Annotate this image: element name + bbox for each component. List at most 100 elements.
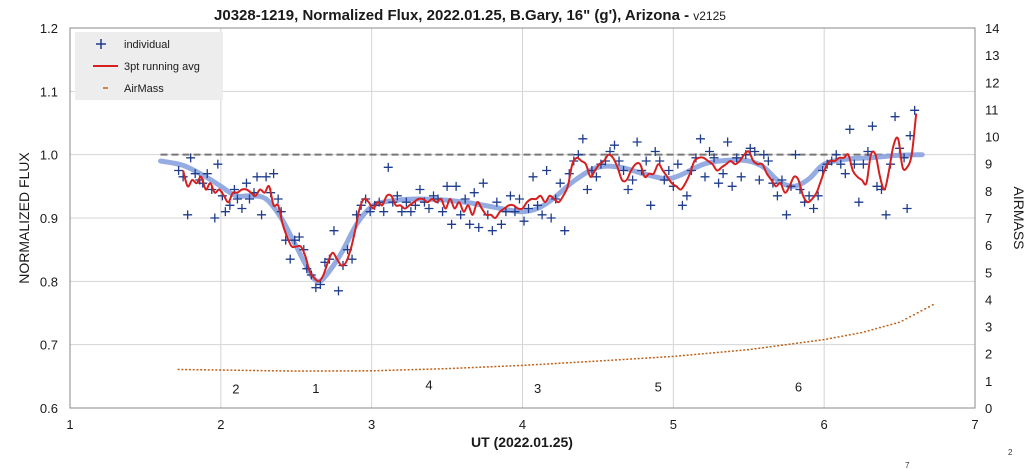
individual-point [582,185,592,194]
x-tick-label: 2 [217,417,224,432]
individual-point [646,200,656,210]
y2-tick-label: 0 [985,401,992,416]
airmass-point [837,336,840,338]
individual-point [241,178,251,188]
airmass-point [441,368,444,370]
legend-label-airmass: AirMass [124,83,164,95]
individual-point [533,200,543,210]
x-tick-label: 3 [368,417,375,432]
airmass-point [901,319,904,322]
individual-point [546,213,556,223]
airmass-point [332,370,335,372]
annotation-label: 6 [795,380,802,395]
airmass-point [283,370,286,372]
airmass-point [177,368,180,371]
airmass-point [754,347,757,350]
individual-point [438,207,448,217]
airmass-point [354,370,357,372]
y-tick-label: 0.9 [40,211,58,226]
airmass-point [426,368,429,370]
airmass-point [845,334,848,337]
legend-item-airmass: AirMass [103,83,164,95]
individual-point [519,216,529,226]
airmass-point [814,339,817,342]
airmass-series [177,304,934,372]
airmass-point [558,362,561,365]
airmass-point [396,369,399,371]
airmass-point [829,337,832,340]
airmass-point [611,359,614,361]
airmass-point [505,365,508,367]
airmass-point [769,345,772,348]
airmass-point [788,343,791,345]
airmass-point [520,364,523,367]
individual-point [682,191,692,201]
airmass-point [535,363,538,366]
airmass-point [320,370,323,372]
airmass-point [249,369,252,372]
airmass-point [550,362,553,365]
airmass-point [219,369,222,371]
airmass-point [652,356,655,359]
airmass-point [581,361,584,363]
legend: individual 3pt running avg AirMass [75,32,223,100]
airmass-point [686,354,689,356]
airmass-point [796,342,799,344]
individual-point [867,121,877,131]
airmass-point [765,346,768,348]
annotation-label: 3 [534,381,541,396]
airmass-point [758,347,761,349]
individual-point [379,207,389,217]
airmass-point [656,356,659,359]
airmass-point [807,340,810,343]
airmass-point [852,333,855,335]
individual-point [677,200,687,210]
airmass-point [860,331,863,334]
airmass-point [479,366,482,368]
y2-tick-label: 8 [985,184,992,199]
individual-point [220,207,230,217]
airmass-point [905,317,908,320]
individual-point [831,150,841,160]
individual-point [591,172,601,182]
airmass-point [464,367,467,369]
airmass-point [203,369,206,371]
airmass-point [298,370,301,372]
airmass-point [516,364,519,367]
individual-point [804,191,814,201]
individual-point [311,283,321,293]
airmass-point [181,368,184,371]
airmass-point [501,365,504,367]
individual-point [809,204,819,213]
airmass-point [452,367,455,370]
airmass-point [486,366,489,368]
individual-point [641,156,651,166]
individual-point [732,153,742,163]
airmass-point [803,341,806,343]
y-tick-label: 1.1 [40,84,58,99]
airmass-point [302,370,305,372]
airmass-point [377,369,380,372]
airmass-point [867,329,870,332]
airmass-point [818,339,821,341]
airmass-point [294,370,297,372]
airmass-point [207,369,210,371]
individual-point [210,213,220,223]
airmass-point [449,367,452,370]
individual-point [261,172,271,182]
airmass-point [735,349,738,352]
airmass-point [675,355,678,357]
y2-tick-label: 1 [985,374,992,389]
airmass-point [339,370,342,372]
airmass-point [253,369,256,372]
individual-point [501,207,511,217]
airmass-point [622,358,625,361]
annotations: 2 1 4 3 5 6 [232,378,802,397]
y-tick-label: 1.0 [40,148,58,163]
individual-point [285,254,295,264]
airmass-point [875,327,878,330]
airmass-point [615,359,618,361]
y2-tick-label: 7 [985,211,992,226]
airmass-point [912,313,915,316]
